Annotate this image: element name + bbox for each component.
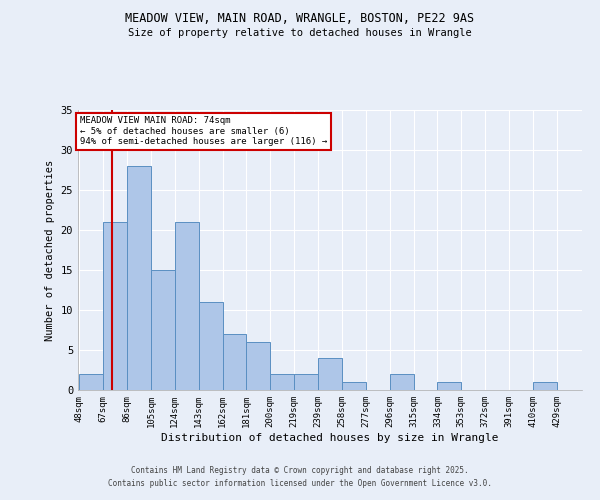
Bar	[318, 358, 342, 390]
Bar	[175, 222, 199, 390]
Bar	[151, 270, 175, 390]
Bar	[390, 374, 413, 390]
Bar	[223, 334, 247, 390]
Bar	[127, 166, 151, 390]
Text: MEADOW VIEW MAIN ROAD: 74sqm
← 5% of detached houses are smaller (6)
94% of semi: MEADOW VIEW MAIN ROAD: 74sqm ← 5% of det…	[80, 116, 327, 146]
Bar	[294, 374, 318, 390]
Y-axis label: Number of detached properties: Number of detached properties	[45, 160, 55, 340]
Bar	[437, 382, 461, 390]
Bar	[199, 302, 223, 390]
Bar	[79, 374, 103, 390]
Bar	[270, 374, 294, 390]
Text: MEADOW VIEW, MAIN ROAD, WRANGLE, BOSTON, PE22 9AS: MEADOW VIEW, MAIN ROAD, WRANGLE, BOSTON,…	[125, 12, 475, 26]
Bar	[103, 222, 127, 390]
X-axis label: Distribution of detached houses by size in Wrangle: Distribution of detached houses by size …	[161, 432, 499, 442]
Bar	[533, 382, 557, 390]
Text: Size of property relative to detached houses in Wrangle: Size of property relative to detached ho…	[128, 28, 472, 38]
Bar	[247, 342, 270, 390]
Text: Contains HM Land Registry data © Crown copyright and database right 2025.
Contai: Contains HM Land Registry data © Crown c…	[108, 466, 492, 487]
Bar	[342, 382, 366, 390]
